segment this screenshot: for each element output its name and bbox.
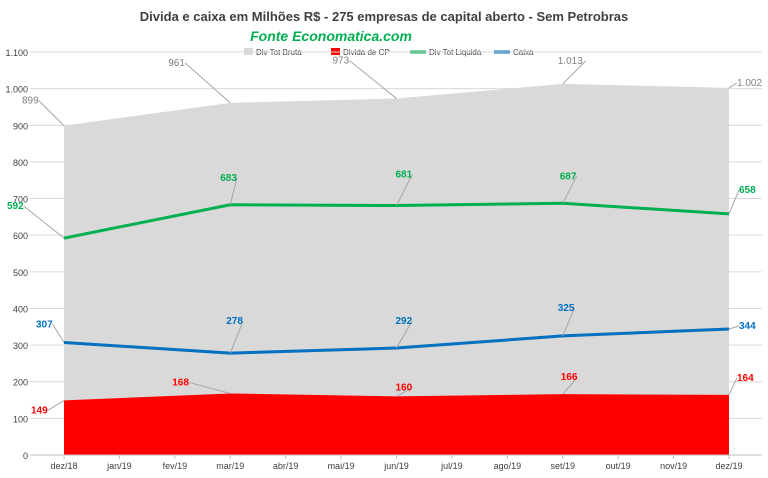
data-label-div-tot-liquida: 681 <box>396 170 413 181</box>
leader-line <box>562 307 576 337</box>
leader-line <box>396 174 413 206</box>
x-tick-label: nov/19 <box>660 461 687 471</box>
leader-line <box>728 189 740 215</box>
data-label-div-tot-liquida: 687 <box>560 171 577 182</box>
data-label-div-tot-bruta: 899 <box>22 96 39 107</box>
y-tick-label: 300 <box>13 341 28 351</box>
data-label-div-tot-bruta: 1.002 <box>737 78 762 89</box>
x-tick-label: jun/19 <box>383 461 409 471</box>
x-tick-label: mai/19 <box>328 461 355 471</box>
x-tick-label: abr/19 <box>273 461 299 471</box>
data-label-caixa: 325 <box>558 303 575 314</box>
data-label-div-tot-liquida: 658 <box>739 185 756 196</box>
leader-lines <box>23 60 740 411</box>
x-tick-label: jan/19 <box>106 461 132 471</box>
y-tick-label: 1.100 <box>5 48 28 58</box>
line-caixa <box>63 327 730 355</box>
leader-line <box>562 376 578 395</box>
data-label-div-tot-liquida: 683 <box>220 173 237 184</box>
y-tick-label: 200 <box>13 378 28 388</box>
leader-line <box>23 205 65 239</box>
leader-line <box>562 176 577 204</box>
data-label-caixa: 307 <box>36 320 53 331</box>
data-label-div-tot-bruta: 973 <box>333 56 350 67</box>
leader-line <box>188 381 231 394</box>
chart-subtitle: Fonte Economatica.com <box>250 28 412 44</box>
leader-line <box>38 100 65 126</box>
x-tick-label: ago/19 <box>494 461 522 471</box>
y-tick-label: 900 <box>13 121 28 131</box>
data-label-divida-de-cp: 166 <box>561 372 578 383</box>
leader-line <box>728 325 740 330</box>
x-tick-label: dez/19 <box>715 461 742 471</box>
x-tick-label: jul/19 <box>440 461 463 471</box>
chart-title: Divida e caixa em Milhões R$ - 275 empre… <box>140 9 628 24</box>
y-tick-label: 100 <box>13 414 28 424</box>
plot-areas <box>64 83 729 456</box>
leader-line <box>728 377 738 396</box>
leader-line <box>47 399 65 411</box>
y-tick-label: 500 <box>13 268 28 278</box>
x-tick-label: dez/18 <box>50 461 77 471</box>
x-tick-label: out/19 <box>606 461 631 471</box>
data-label-divida-de-cp: 164 <box>737 373 754 384</box>
leader-line <box>229 177 238 205</box>
leader-line <box>396 320 413 349</box>
data-label-caixa: 344 <box>739 321 756 332</box>
data-label-divida-de-cp: 168 <box>172 377 189 388</box>
x-tick-label: fev/19 <box>163 461 188 471</box>
data-label-divida-de-cp: 160 <box>396 382 413 393</box>
y-tick-label: 0 <box>23 451 28 461</box>
leader-line <box>229 320 244 354</box>
leader-line <box>562 60 587 85</box>
y-tick-label: 800 <box>13 158 28 168</box>
data-label-divida-de-cp: 149 <box>31 405 48 416</box>
data-label-div-tot-bruta: 1.013 <box>558 56 583 67</box>
x-axis: dez/18 jan/19 fev/19 mar/19 abr/19 mai/19 jun/… <box>30 454 762 471</box>
y-tick-label: 400 <box>13 304 28 314</box>
data-label-caixa: 278 <box>226 316 243 327</box>
leader-line <box>52 324 65 343</box>
y-tick-label: 1.000 <box>5 85 28 95</box>
data-label-div-tot-bruta: 961 <box>168 58 185 69</box>
y-tick-label: 600 <box>13 231 28 241</box>
leader-line <box>348 60 397 99</box>
data-label-caixa: 292 <box>396 316 413 327</box>
x-tick-label: set/19 <box>550 461 575 471</box>
y-tick-label: 700 <box>13 195 28 205</box>
leader-line <box>728 82 738 89</box>
leader-line <box>184 62 231 104</box>
y-axis: 0 100 200 300 400 500 600 700 800 900 1.000 1.100 <box>5 48 28 461</box>
x-tick-label: mar/19 <box>216 461 244 471</box>
area-div-tot-bruta <box>64 83 729 456</box>
leader-line <box>396 386 413 397</box>
data-labels: 899 961 973 1.013 1.002 149 168 160 166 164 592 683… <box>7 56 762 417</box>
area-divida-de-cp <box>64 393 729 455</box>
data-label-div-tot-liquida: 592 <box>7 201 24 212</box>
